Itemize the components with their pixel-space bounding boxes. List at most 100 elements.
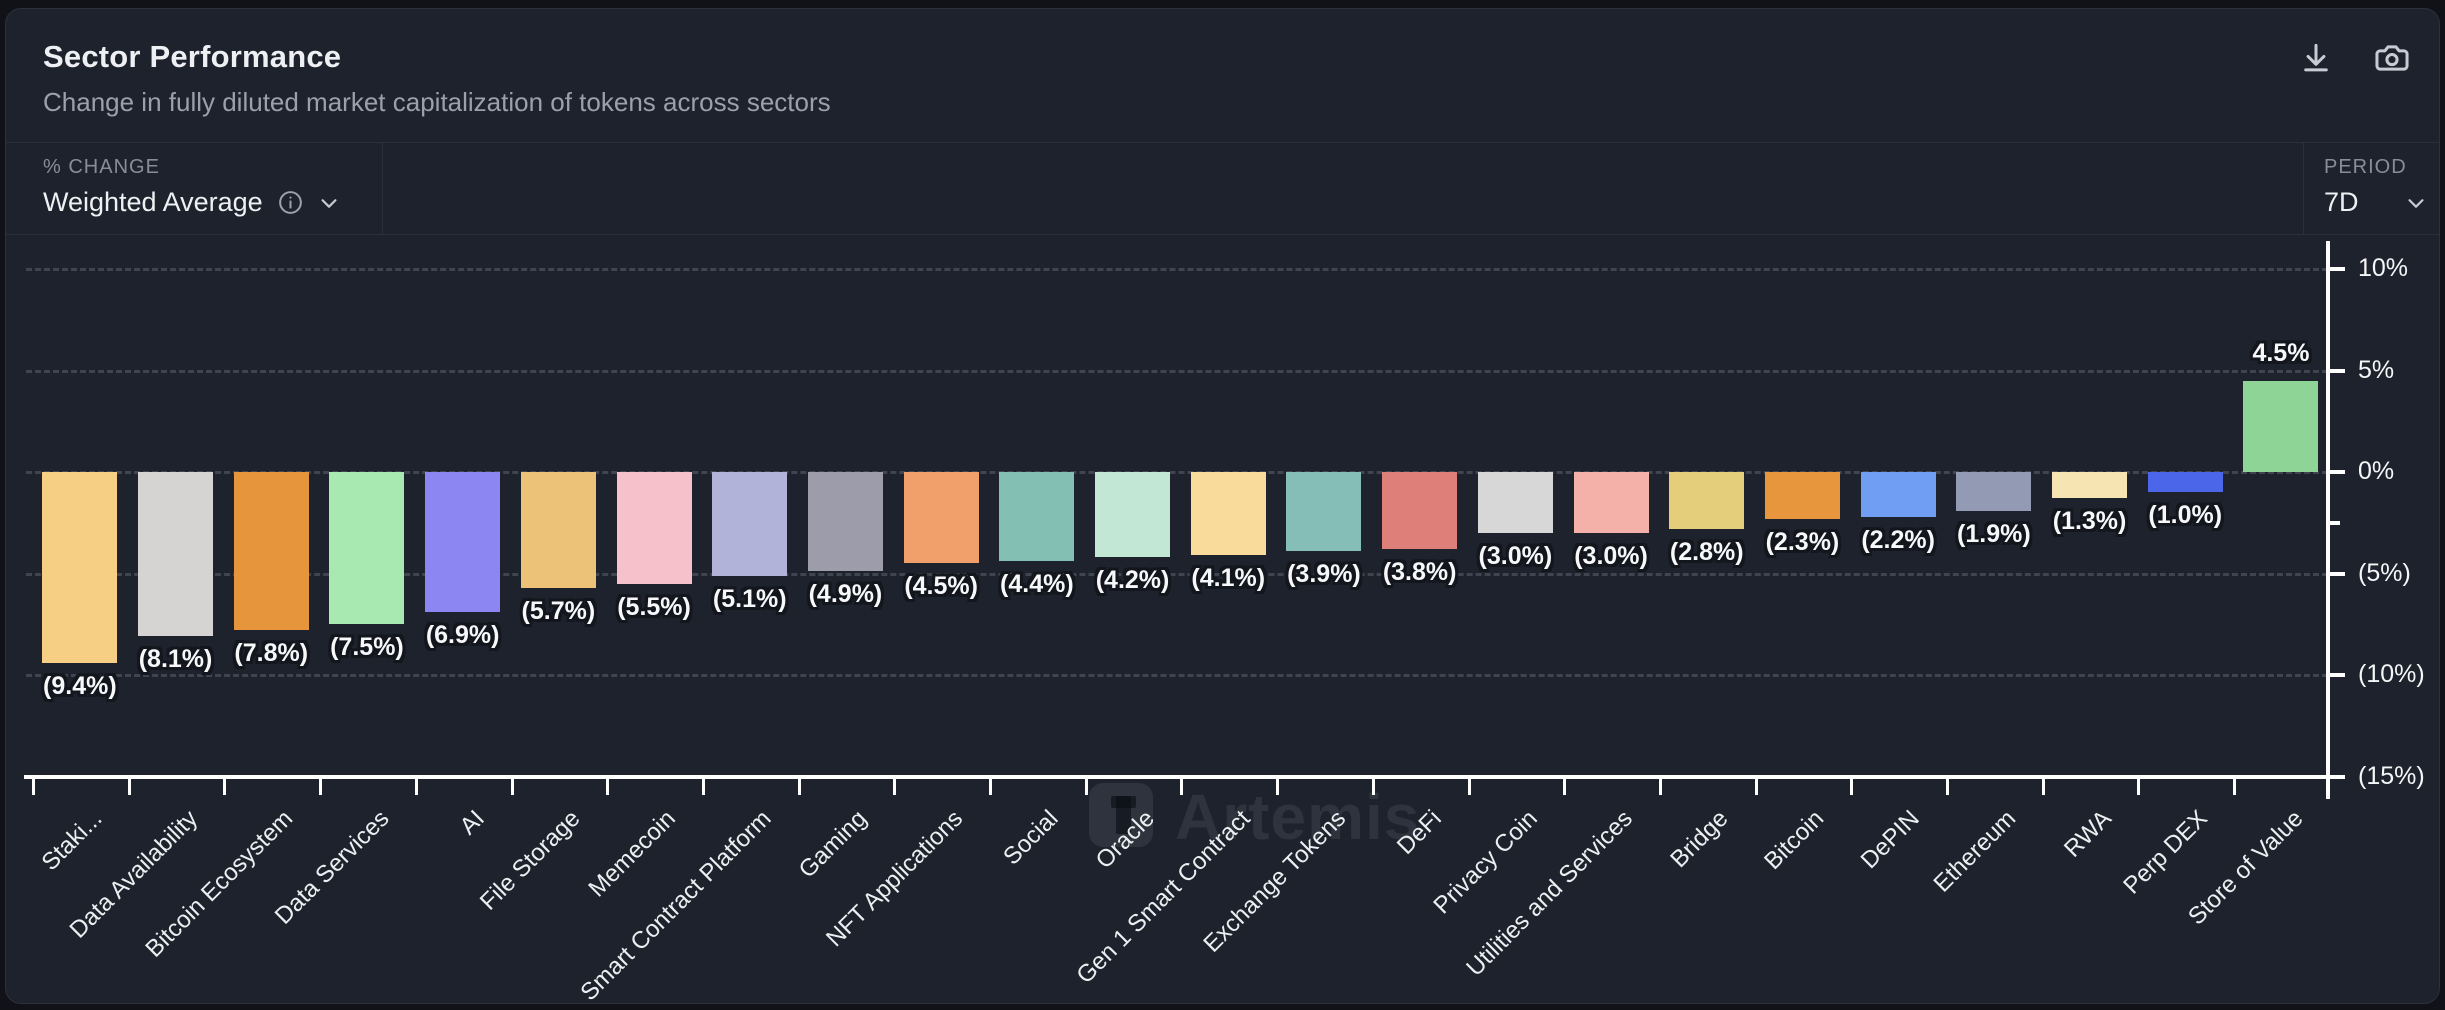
bar[interactable]	[1477, 472, 1553, 533]
x-axis-label: Oracle	[1090, 805, 1160, 875]
x-axis-label: Social	[998, 805, 1064, 871]
bar-value-label: (5.7%)	[521, 596, 596, 625]
y-axis-line	[2326, 241, 2330, 799]
metric-value: Weighted Average	[43, 187, 263, 217]
bar-value-label: (3.0%)	[1574, 541, 1648, 570]
y-axis-label: 10%	[2358, 254, 2409, 282]
x-axis-tick	[1084, 779, 1088, 795]
x-axis-label: Memecoin	[583, 805, 682, 903]
download-icon[interactable]	[2297, 39, 2335, 77]
y-axis-tick	[2328, 267, 2345, 271]
bar[interactable]	[1190, 472, 1266, 556]
bar[interactable]	[2147, 472, 2223, 493]
bar-value-label: (4.1%)	[1191, 564, 1266, 593]
bar[interactable]	[138, 472, 214, 637]
bar-value-label: (4.2%)	[1095, 566, 1170, 595]
bar[interactable]	[1382, 472, 1458, 550]
bar-value-label: (1.3%)	[2052, 507, 2127, 536]
x-axis-label: RWA	[2058, 805, 2117, 863]
bar-value-label: (1.0%)	[2148, 501, 2223, 530]
x-axis-tick	[893, 779, 897, 795]
y-axis-label: (5%)	[2358, 558, 2411, 587]
x-axis-tick	[510, 779, 514, 795]
x-axis-tick	[1180, 779, 1184, 795]
page-title: Sector Performance	[43, 39, 342, 74]
bar[interactable]	[42, 472, 118, 663]
x-axis-tick	[1946, 779, 1949, 795]
x-axis-tick	[32, 779, 35, 795]
bar-chart: Artemis (9.4%) (8.1%) (7.8%) (7.5%) (6.9%) (5…	[6, 235, 2445, 1007]
bar[interactable]	[903, 472, 979, 564]
x-axis-label: Perp DEX	[2117, 805, 2213, 900]
bar-value-label: (8.1%)	[138, 645, 213, 674]
bar[interactable]	[329, 472, 405, 625]
bar[interactable]	[2052, 472, 2128, 499]
bar[interactable]	[1573, 472, 1649, 533]
x-axis-tick	[1371, 779, 1375, 795]
toolbar-divider	[2303, 143, 2304, 234]
x-axis-tick	[2137, 779, 2141, 795]
bar[interactable]	[999, 472, 1075, 562]
y-axis-tick	[2328, 470, 2345, 474]
bar[interactable]	[616, 472, 692, 584]
x-axis-tick	[2233, 779, 2237, 795]
bar[interactable]	[233, 472, 309, 631]
metric-label: % CHANGE	[43, 156, 160, 178]
bar-value-label: (5.5%)	[617, 592, 691, 621]
bar[interactable]	[1956, 472, 2032, 511]
bar-value-label: (4.4%)	[1000, 570, 1074, 599]
gridline	[26, 674, 2328, 677]
bar-value-label: (2.2%)	[1861, 525, 1935, 554]
x-axis-tick	[797, 779, 801, 795]
y-axis-tick	[2328, 571, 2345, 576]
y-axis-label: 0%	[2358, 457, 2395, 485]
bar[interactable]	[712, 472, 788, 576]
bar-value-label: (4.5%)	[904, 572, 978, 601]
bar-value-label: (7.8%)	[234, 639, 309, 668]
bar-value-label: (2.8%)	[1669, 537, 1744, 566]
bar-value-label: (9.4%)	[43, 671, 117, 700]
bar[interactable]	[2243, 380, 2319, 472]
x-axis-tick	[701, 779, 705, 795]
camera-icon[interactable]	[2373, 39, 2411, 77]
info-icon[interactable]	[277, 189, 304, 216]
y-axis-tick	[2328, 673, 2345, 677]
bar[interactable]	[1286, 472, 1362, 552]
bar-value-label: (3.9%)	[1287, 560, 1361, 589]
toolbar-divider	[382, 143, 383, 234]
bar-value-label: 4.5%	[2252, 338, 2310, 367]
x-axis-tick	[127, 779, 131, 795]
period-selector[interactable]: 7D	[2324, 187, 2427, 218]
x-axis-tick	[1658, 779, 1662, 795]
bar-value-label: (6.9%)	[425, 621, 500, 650]
x-axis-tick	[319, 779, 323, 795]
x-axis-tick	[1850, 779, 1854, 795]
bar[interactable]	[425, 472, 501, 613]
x-axis-label: Utilities and Services	[1461, 805, 1639, 982]
x-axis-tick	[1754, 779, 1758, 795]
bar[interactable]	[1764, 472, 1840, 519]
bar[interactable]	[520, 472, 596, 588]
bar[interactable]	[1669, 472, 1745, 529]
x-axis-label: AI	[454, 805, 490, 841]
bar[interactable]	[1860, 472, 1936, 517]
x-axis-tick	[989, 779, 992, 795]
header-actions	[2297, 39, 2411, 77]
gridline	[26, 369, 2328, 373]
bar[interactable]	[807, 472, 883, 572]
bar-value-label: (2.3%)	[1765, 527, 1840, 556]
x-axis-label: Gen 1 Smart Contract	[1071, 805, 1256, 990]
x-axis-tick	[1276, 779, 1280, 795]
bar-value-label: (7.5%)	[330, 633, 404, 662]
bar-value-label: (4.9%)	[808, 580, 883, 609]
y-axis-label: (10%)	[2358, 660, 2425, 688]
x-axis-label: Smart Contract Platform	[575, 805, 777, 1007]
bar-value-label: (5.1%)	[712, 584, 787, 613]
metric-selector[interactable]: Weighted Average	[43, 187, 340, 218]
x-axis-label: Bitcoin	[1759, 805, 1830, 876]
bar[interactable]	[1095, 472, 1171, 558]
y-axis-tick	[2328, 368, 2345, 373]
sector-performance-card: Sector Performance Change in fully dilut…	[5, 8, 2440, 1006]
x-axis-tick	[606, 779, 610, 795]
y-axis-minor-tick	[2328, 520, 2340, 525]
